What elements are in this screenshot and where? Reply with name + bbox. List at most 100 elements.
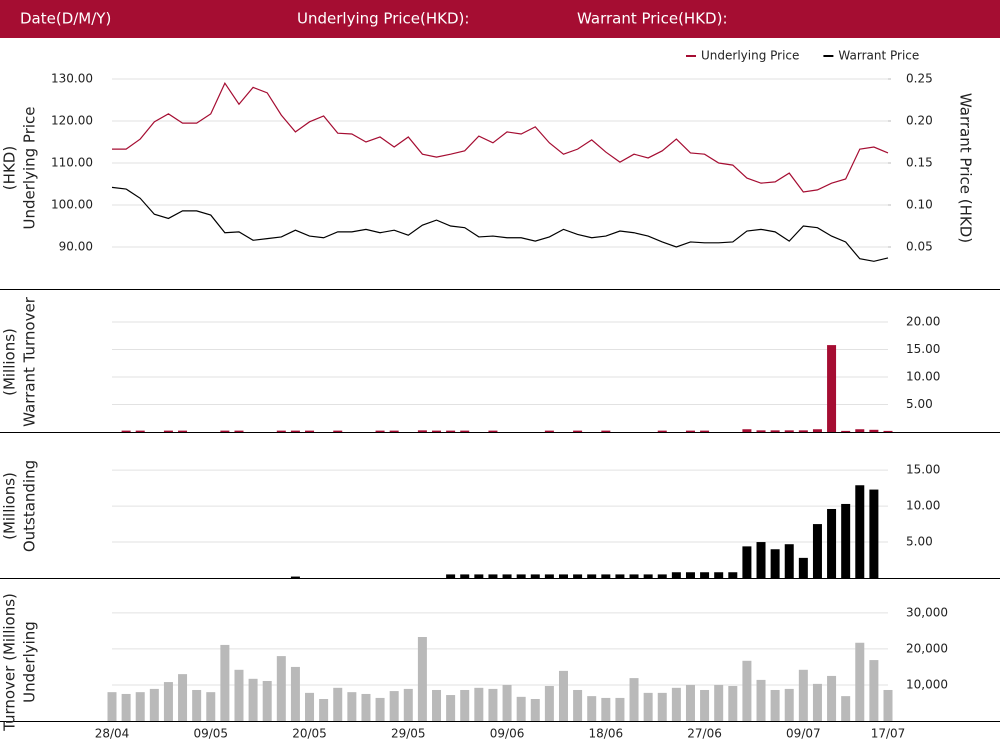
bar xyxy=(403,688,413,721)
x-tick-label: 27/06 xyxy=(687,727,722,741)
bar xyxy=(234,669,244,721)
bar xyxy=(657,692,667,721)
bar xyxy=(756,679,766,721)
bar xyxy=(446,430,456,432)
y2-tick-label: 0.20 xyxy=(906,114,933,128)
bar xyxy=(488,430,498,432)
bar xyxy=(135,430,145,432)
bar xyxy=(742,546,752,578)
axis-label: Underlying xyxy=(21,621,39,703)
bar xyxy=(869,429,879,432)
bar xyxy=(516,696,526,721)
bar xyxy=(855,429,865,432)
legend-label: Underlying Price xyxy=(701,49,799,63)
y-tick-label: 90.00 xyxy=(59,240,93,254)
bar xyxy=(417,636,427,721)
bar xyxy=(841,430,851,432)
bar xyxy=(855,485,865,578)
bar xyxy=(474,687,484,721)
bar xyxy=(460,574,470,578)
bar xyxy=(643,574,653,578)
bar xyxy=(827,675,837,721)
bar xyxy=(700,689,710,721)
bar xyxy=(573,574,583,578)
bar xyxy=(728,686,738,721)
y-tick-label: 120.00 xyxy=(51,114,93,128)
bar xyxy=(290,666,300,721)
x-tick-label: 17/07 xyxy=(871,727,906,741)
bar xyxy=(657,574,667,578)
bar xyxy=(883,689,893,721)
bar xyxy=(502,684,512,721)
y-tick-label: 10.00 xyxy=(906,370,940,384)
header-warrant: Warrant Price(HKD): xyxy=(577,10,728,28)
bar xyxy=(728,572,738,578)
x-tick-label: 28/04 xyxy=(95,727,130,741)
bar xyxy=(573,689,583,721)
y-tick-label: 15.00 xyxy=(906,342,940,356)
bar xyxy=(841,503,851,578)
bar xyxy=(488,574,498,578)
bar xyxy=(812,524,822,578)
bar xyxy=(869,660,879,721)
bar xyxy=(319,699,329,721)
bar xyxy=(333,687,343,721)
bar xyxy=(629,574,639,578)
bar xyxy=(798,557,808,578)
bar xyxy=(756,430,766,432)
y2-tick-label: 0.05 xyxy=(906,240,933,254)
y-tick-label: 5.00 xyxy=(906,535,933,549)
y-tick-label: 10,000 xyxy=(906,677,948,691)
axis-label: (Millions) xyxy=(1,472,19,540)
bar xyxy=(333,430,343,432)
header-date: Date(D/M/Y) xyxy=(20,10,111,28)
bar xyxy=(742,429,752,432)
bar xyxy=(827,345,837,432)
bar xyxy=(812,429,822,432)
bar xyxy=(121,430,131,432)
bar xyxy=(770,430,780,432)
bar xyxy=(347,692,357,721)
y-tick-label: 10.00 xyxy=(906,499,940,513)
bar xyxy=(855,642,865,721)
bar xyxy=(685,572,695,578)
bar xyxy=(558,670,568,721)
axis-label: Underlying Price xyxy=(21,106,39,229)
bar xyxy=(206,692,216,721)
bar xyxy=(544,430,554,432)
bar xyxy=(460,430,470,432)
bar xyxy=(234,430,244,432)
bar xyxy=(305,430,315,432)
y2-tick-label: 0.25 xyxy=(906,72,933,86)
bar xyxy=(178,674,188,721)
bar xyxy=(643,692,653,721)
bar xyxy=(220,644,230,721)
bar xyxy=(361,693,371,721)
bar xyxy=(558,574,568,578)
bar xyxy=(516,574,526,578)
y-tick-label: 20.00 xyxy=(906,315,940,329)
x-tick-label: 29/05 xyxy=(391,727,426,741)
bar xyxy=(375,430,385,432)
series-line xyxy=(112,81,889,193)
bar xyxy=(587,574,597,578)
bar xyxy=(474,574,484,578)
x-tick-label: 09/07 xyxy=(786,727,821,741)
bar xyxy=(756,542,766,578)
bar xyxy=(770,549,780,578)
bar xyxy=(220,430,230,432)
bar xyxy=(375,697,385,721)
bar xyxy=(192,689,202,721)
bar xyxy=(784,688,794,721)
bar xyxy=(262,680,272,721)
bar xyxy=(784,544,794,578)
bar xyxy=(629,678,639,721)
bar xyxy=(276,656,286,721)
bar xyxy=(530,699,540,721)
bar xyxy=(798,669,808,721)
bar xyxy=(121,693,131,721)
legend-label: Warrant Price xyxy=(838,49,919,63)
bar xyxy=(163,430,173,432)
bar xyxy=(883,430,893,432)
